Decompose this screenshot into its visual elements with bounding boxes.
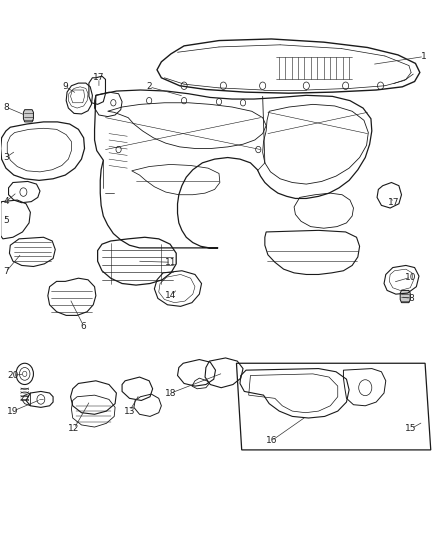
Text: 12: 12 (68, 424, 80, 433)
Text: 7: 7 (3, 268, 9, 276)
Polygon shape (400, 290, 410, 303)
Text: 10: 10 (405, 273, 417, 281)
Text: 13: 13 (124, 407, 135, 416)
Text: 18: 18 (165, 389, 177, 398)
Text: 11: 11 (165, 258, 177, 266)
Text: 19: 19 (7, 407, 19, 416)
Text: 9: 9 (63, 82, 68, 91)
Text: 2: 2 (146, 82, 152, 91)
Text: 5: 5 (3, 216, 9, 225)
Text: 15: 15 (405, 424, 417, 433)
Text: 8: 8 (3, 102, 9, 111)
Text: 3: 3 (3, 153, 9, 162)
Text: 6: 6 (81, 321, 87, 330)
Text: 16: 16 (265, 437, 277, 446)
Polygon shape (23, 110, 33, 122)
Text: 20: 20 (7, 371, 18, 380)
Text: 17: 17 (388, 198, 399, 207)
Text: 14: 14 (165, 291, 177, 300)
Text: 8: 8 (408, 294, 414, 303)
Text: 17: 17 (93, 73, 105, 82)
Text: 1: 1 (421, 52, 427, 61)
Text: 4: 4 (3, 197, 9, 206)
